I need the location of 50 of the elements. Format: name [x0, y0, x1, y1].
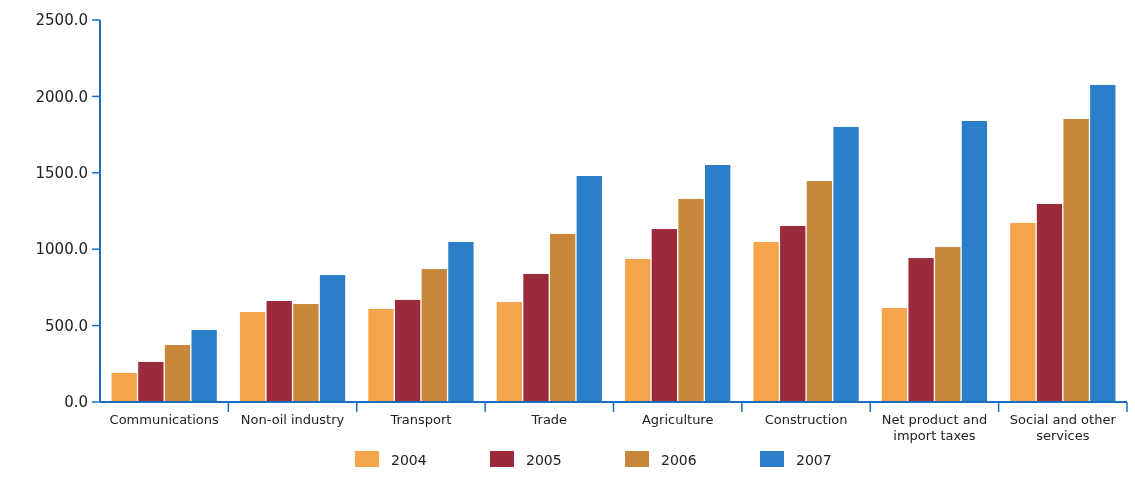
bar: [1036, 203, 1063, 402]
y-tick-label: 1500.0: [35, 164, 88, 183]
bar: [961, 121, 988, 402]
bar: [523, 273, 549, 402]
bar: [191, 330, 217, 402]
bar: [111, 372, 137, 402]
bar: [138, 361, 164, 402]
bar: [908, 258, 934, 402]
bar: [705, 165, 731, 402]
bar: [549, 233, 576, 402]
bar: [806, 181, 833, 402]
bar: [368, 308, 394, 402]
bar: [780, 225, 806, 402]
bar: [496, 302, 522, 402]
bar: [421, 269, 447, 402]
y-tick-label: 2500.0: [35, 11, 88, 30]
bar: [394, 299, 421, 402]
bar: [753, 242, 779, 402]
bar: [651, 229, 678, 402]
y-tick-label: 2000.0: [35, 87, 88, 106]
bar: [678, 198, 704, 402]
legend-label: 2007: [796, 451, 832, 468]
x-tick-label: Social and other services: [1009, 412, 1117, 443]
y-tick-label: 500.0: [45, 316, 88, 335]
legend-label: 2005: [526, 451, 562, 468]
bar: [164, 345, 191, 402]
bar: [1063, 119, 1089, 402]
bar: [293, 304, 319, 402]
bar: [239, 312, 266, 402]
bar: [1010, 222, 1036, 402]
legend-label: 2004: [391, 451, 427, 468]
bar: [319, 275, 346, 402]
bar: [448, 242, 474, 402]
bar: [576, 176, 602, 402]
bar: [625, 258, 651, 402]
x-tick-label: Communications: [109, 412, 220, 427]
bar: [266, 301, 292, 402]
y-tick-label: 0.0: [64, 393, 88, 412]
x-tick-label: Non-oil industry: [240, 412, 345, 427]
x-tick-label: Net product and import taxes: [881, 412, 988, 443]
legend-label: 2006: [661, 451, 697, 468]
x-tick-label: Trade: [530, 412, 568, 427]
bar: [1090, 84, 1116, 402]
x-tick-label: Agriculture: [641, 412, 714, 427]
x-tick-label: Construction: [764, 412, 848, 427]
bar: [935, 247, 961, 402]
y-tick-label: 1000.0: [35, 240, 88, 259]
bar: [881, 308, 908, 402]
bar: [833, 126, 859, 402]
x-tick-label: Transport: [389, 412, 452, 427]
